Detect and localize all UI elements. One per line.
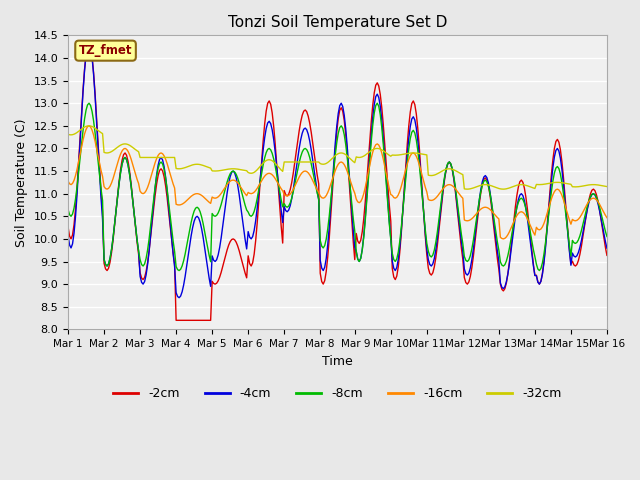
Y-axis label: Soil Temperature (C): Soil Temperature (C) [15, 118, 28, 247]
Title: Tonzi Soil Temperature Set D: Tonzi Soil Temperature Set D [228, 15, 447, 30]
Legend: -2cm, -4cm, -8cm, -16cm, -32cm: -2cm, -4cm, -8cm, -16cm, -32cm [108, 383, 566, 406]
Text: TZ_fmet: TZ_fmet [79, 44, 132, 57]
X-axis label: Time: Time [322, 355, 353, 368]
